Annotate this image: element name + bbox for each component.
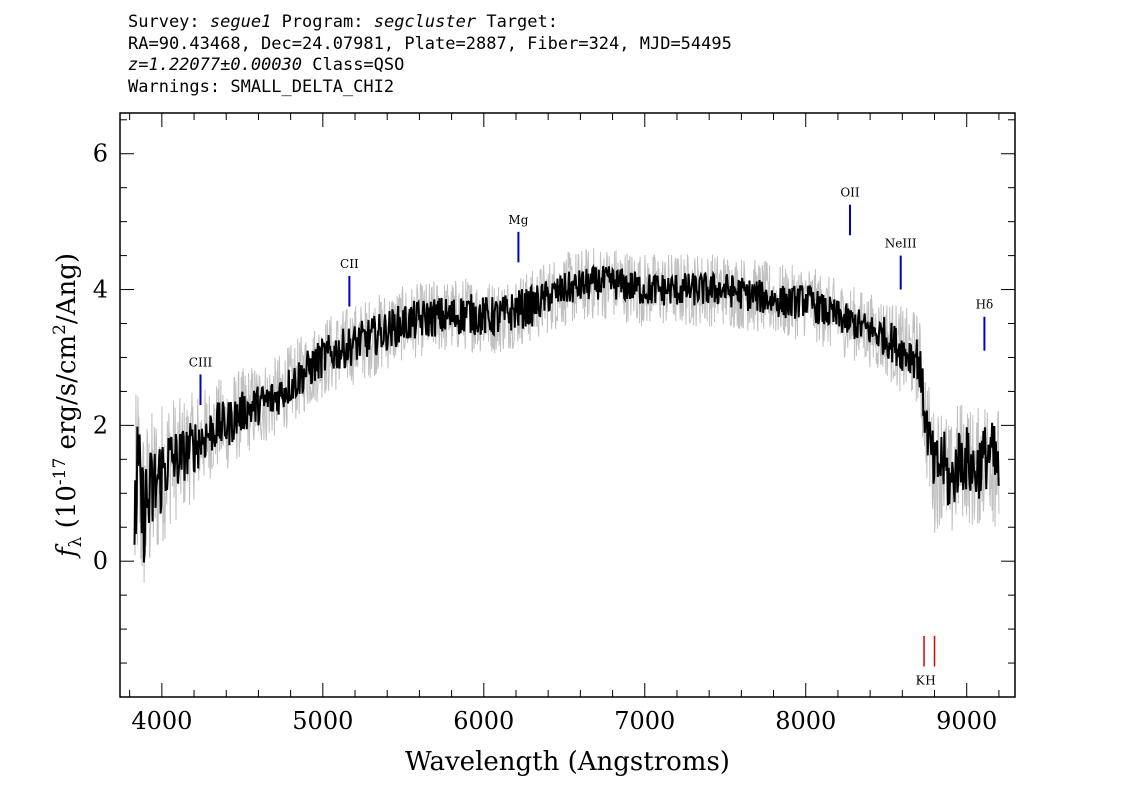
program-name: segcluster <box>373 12 477 32</box>
flux-line <box>133 263 1000 563</box>
absorption-line-label: K <box>916 673 926 687</box>
y-axis-title-rest: erg/s/cm <box>52 335 82 458</box>
x-tick-label: 5000 <box>292 707 353 735</box>
header-line-redshift: z=1.22077±0.00030 Class=QSO <box>128 55 732 77</box>
axis-ticks <box>120 113 1015 697</box>
x-tick-label: 8000 <box>775 707 836 735</box>
x-tick-label: 9000 <box>936 707 997 735</box>
y-tick-label: 2 <box>93 411 108 439</box>
x-tick-label: 6000 <box>453 707 514 735</box>
target-label: Target: <box>486 12 558 32</box>
header-line-warnings: Warnings: SMALL_DELTA_CHI2 <box>128 76 395 97</box>
emission-line-label: Mg <box>508 213 528 227</box>
x-tick-label: 4000 <box>131 707 192 735</box>
y-axis-title-exp: -17 <box>50 458 70 485</box>
y-axis-title: fλ (10-17 erg/s/cm2/Ang) <box>50 253 86 559</box>
survey-name: segue1 <box>209 12 272 32</box>
y-tick-label: 6 <box>93 140 108 168</box>
y-axis-title-sub: λ <box>66 536 86 547</box>
header-line-coordinates: RA=90.43468, Dec=24.07981, Plate=2887, F… <box>128 33 732 54</box>
flux-series <box>133 263 1000 563</box>
y-axis-title-end: /Ang) <box>52 253 82 324</box>
tick-labels: 4000 5000 6000 7000 8000 9000 0 2 4 6 <box>93 140 998 735</box>
program-label: Program: <box>281 12 364 32</box>
emission-line-label: NeIII <box>885 237 917 251</box>
y-axis-title-main: (10 <box>52 485 82 537</box>
redshift-value: z=1.22077±0.00030 <box>128 55 302 75</box>
class-value: Class=QSO <box>312 55 405 75</box>
emission-line-label: OII <box>840 186 860 200</box>
absorption-line-label: H <box>925 673 935 687</box>
emission-line-label: CIII <box>189 355 213 369</box>
emission-line-label: CII <box>340 257 359 271</box>
y-axis-title-exp2: 2 <box>50 324 70 335</box>
plot-frame <box>119 112 1016 698</box>
spectral-line-markers: CIII CII Mg OII NeIII Hδ K H <box>189 186 993 688</box>
header-line-survey: Survey: segue1 Program: segcluster Targe… <box>128 12 732 34</box>
spectrum-header: Survey: segue1 Program: segcluster Targe… <box>128 12 732 98</box>
survey-label: Survey: <box>128 12 200 32</box>
x-axis-title: Wavelength (Angstroms) <box>405 747 730 777</box>
y-tick-label: 0 <box>93 547 108 575</box>
emission-line-label: Hδ <box>976 298 994 312</box>
x-tick-label: 7000 <box>614 707 675 735</box>
y-tick-label: 4 <box>93 276 108 304</box>
